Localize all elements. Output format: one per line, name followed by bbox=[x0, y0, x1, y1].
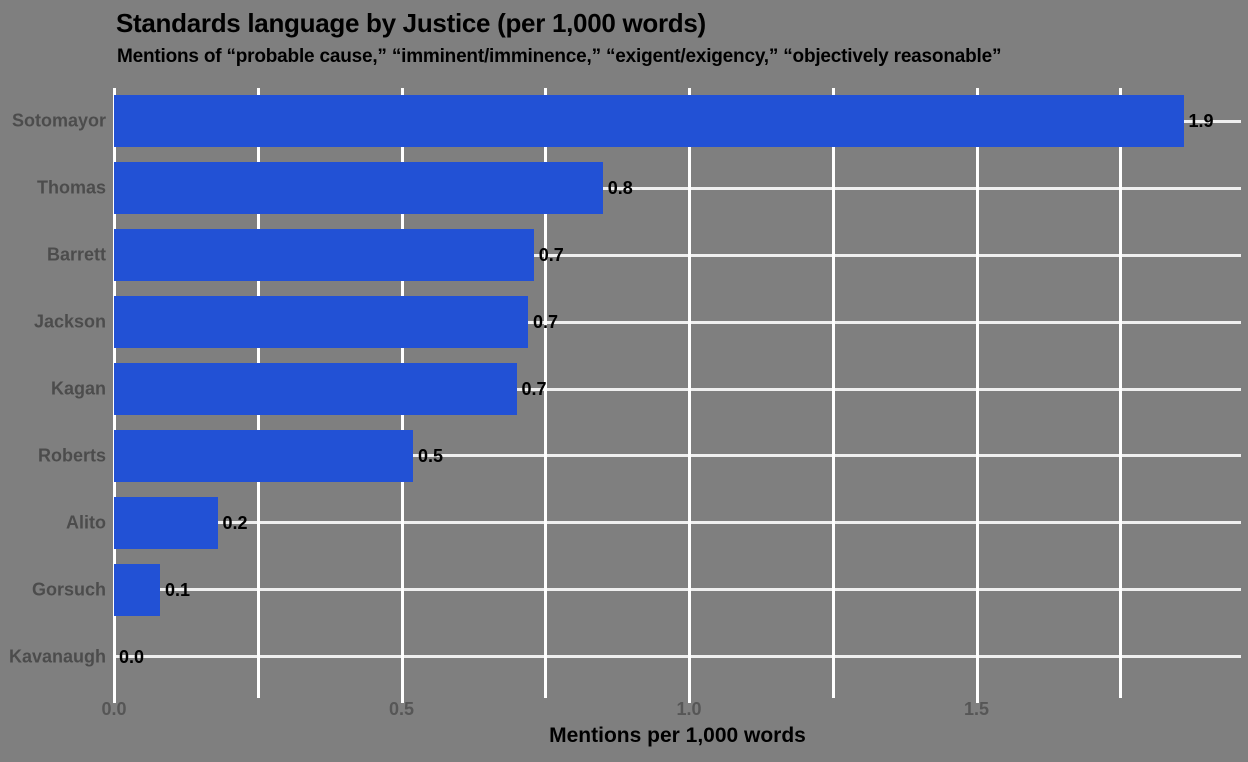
h-gridline bbox=[114, 588, 1241, 592]
x-tick-mark bbox=[544, 690, 548, 698]
x-tick-mark bbox=[256, 690, 260, 698]
x-tick-label: 1.5 bbox=[963, 699, 990, 719]
bar-value-label: 0.5 bbox=[418, 445, 444, 466]
bar-value-label: 1.9 bbox=[1188, 111, 1214, 132]
x-axis-tick-labels: 0.0 0.5 1.0 1.5 bbox=[101, 699, 1241, 721]
x-tick-label: 0.0 bbox=[101, 699, 127, 719]
h-gridline bbox=[114, 320, 1241, 324]
x-tick-label: 0.5 bbox=[388, 699, 415, 719]
bar bbox=[114, 229, 534, 282]
bar bbox=[114, 496, 218, 549]
v-gridline bbox=[975, 88, 979, 690]
x-tick-label: 1.0 bbox=[676, 699, 702, 719]
h-gridline bbox=[114, 521, 1241, 525]
h-gridline bbox=[114, 253, 1241, 257]
chart-subtitle: Mentions of “probable cause,” “imminent/… bbox=[117, 46, 1002, 67]
x-tick-mark bbox=[400, 690, 404, 703]
y-tick-label: Jackson bbox=[33, 311, 106, 332]
x-axis-ticks bbox=[113, 690, 1241, 706]
bar-value-label: 0.7 bbox=[521, 379, 547, 399]
y-tick-label: Alito bbox=[66, 512, 106, 533]
bar bbox=[114, 429, 413, 482]
bar-value-label: 0.2 bbox=[222, 512, 248, 533]
x-tick-mark bbox=[688, 690, 691, 703]
bar bbox=[114, 95, 1184, 148]
h-gridline bbox=[114, 454, 1241, 458]
bar-value-label: 0.8 bbox=[607, 178, 633, 199]
y-tick-label: Kagan bbox=[50, 378, 106, 399]
bar-value-label: 0.1 bbox=[165, 579, 191, 600]
y-tick-label: Roberts bbox=[37, 445, 106, 466]
y-tick-label: Gorsuch bbox=[31, 579, 106, 600]
v-gridline bbox=[1119, 88, 1123, 690]
y-tick-label: Kavanaugh bbox=[8, 646, 106, 667]
x-tick-mark bbox=[975, 690, 979, 703]
y-tick-label: Sotomayor bbox=[11, 110, 106, 131]
h-gridline bbox=[114, 387, 1241, 391]
y-axis-labels: Sotomayor Thomas Barrett Jackson Kagan Robert… bbox=[0, 88, 106, 690]
x-axis-title: Mentions per 1,000 words bbox=[549, 724, 806, 747]
bar-value-label: 0.7 bbox=[538, 245, 564, 266]
h-gridline bbox=[114, 186, 1241, 190]
bar-value-label: 0.7 bbox=[533, 312, 559, 333]
bar bbox=[114, 162, 603, 215]
y-tick-label: Barrett bbox=[46, 244, 106, 265]
h-gridline bbox=[114, 655, 1241, 659]
x-tick-mark bbox=[831, 690, 835, 698]
bar-value-label: 0.0 bbox=[119, 646, 145, 667]
bar bbox=[114, 296, 528, 349]
plot-area: 1.9 0.8 0.7 0.7 0.7 0.5 0.2 0.1 0.0 bbox=[113, 88, 1241, 690]
bar bbox=[114, 563, 160, 616]
v-gridline bbox=[831, 88, 835, 690]
x-tick-mark bbox=[1119, 690, 1123, 698]
x-tick-mark bbox=[113, 690, 116, 703]
y-tick-label: Thomas bbox=[36, 177, 106, 198]
v-gridline bbox=[688, 88, 691, 690]
chart-title: Standards language by Justice (per 1,000… bbox=[116, 8, 706, 38]
v-gridline bbox=[544, 88, 548, 690]
bar bbox=[114, 363, 517, 415]
